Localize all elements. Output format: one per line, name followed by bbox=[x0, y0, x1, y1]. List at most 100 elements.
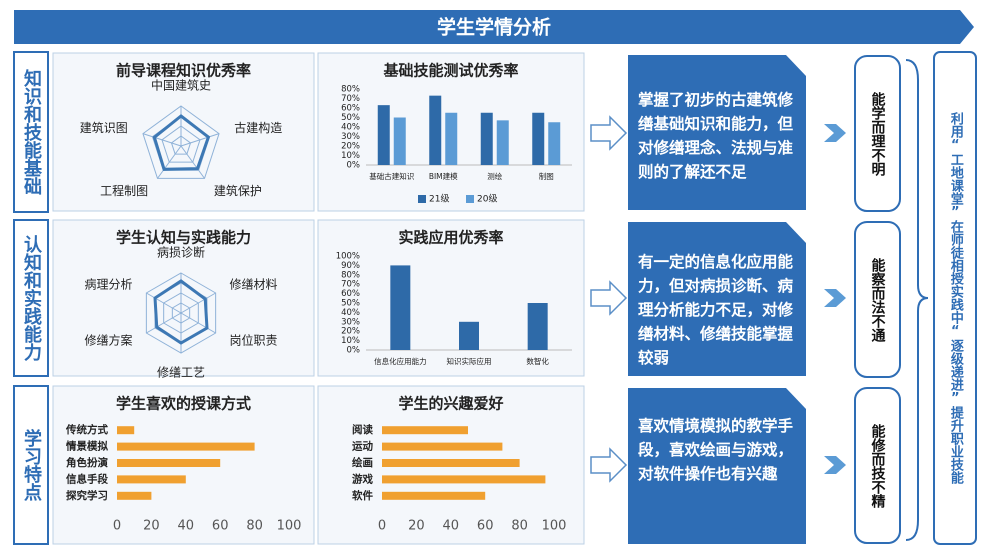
chart-title: 前导课程知识优秀率 bbox=[116, 62, 251, 80]
y-tick-label: 0% bbox=[347, 161, 361, 171]
bar bbox=[459, 321, 479, 350]
bar bbox=[445, 112, 458, 165]
y-tick-label: 游戏 bbox=[352, 472, 373, 485]
y-tick-label: 10% bbox=[341, 151, 360, 161]
x-tick-label: 100 bbox=[277, 519, 302, 534]
bar bbox=[527, 303, 548, 350]
bar bbox=[382, 459, 520, 467]
x-tick-label: 测绘 bbox=[487, 171, 502, 181]
brace bbox=[905, 59, 929, 541]
side-box bbox=[933, 51, 977, 545]
axis-label: 修缮工艺 bbox=[157, 365, 205, 380]
y-tick-label: 软件 bbox=[352, 489, 373, 502]
bar bbox=[496, 120, 509, 165]
radar-line bbox=[152, 114, 211, 171]
bar bbox=[382, 475, 546, 484]
radar-spoke bbox=[180, 145, 205, 179]
bar bbox=[117, 442, 255, 451]
y-tick-label: 30% bbox=[341, 317, 360, 327]
bar bbox=[390, 265, 411, 350]
legend-label: 20级 bbox=[477, 193, 497, 205]
x-tick-label: 信息化应用能力 bbox=[374, 356, 427, 366]
x-tick-label: 数智化 bbox=[526, 356, 549, 366]
axis-label: 古建构造 bbox=[234, 120, 282, 135]
axis-label: 建筑保护 bbox=[214, 183, 262, 198]
y-tick-label: 20% bbox=[341, 142, 360, 152]
chart-title: 基础技能测试优秀率 bbox=[382, 62, 518, 80]
title-bar bbox=[14, 10, 974, 44]
page-title: 学生学情分析 bbox=[437, 16, 551, 39]
x-tick-label: 40 bbox=[443, 519, 460, 534]
bar bbox=[117, 426, 135, 435]
y-tick-label: 30% bbox=[341, 132, 360, 142]
y-tick-label: 70% bbox=[341, 280, 360, 290]
radar-spoke bbox=[180, 312, 216, 334]
y-tick-label: 60% bbox=[341, 289, 360, 299]
y-tick-label: 0% bbox=[347, 346, 361, 356]
axis-label: 工程制图 bbox=[100, 183, 148, 198]
y-tick-label: 100% bbox=[336, 252, 360, 262]
bar bbox=[382, 426, 468, 435]
y-tick-label: 阅读 bbox=[352, 423, 373, 436]
chevrons bbox=[824, 124, 846, 474]
y-tick-label: 60% bbox=[341, 104, 360, 114]
x-tick-label: 80 bbox=[246, 519, 263, 534]
x-tick-label: 基础古建知识 bbox=[369, 171, 414, 181]
x-tick-label: 0 bbox=[378, 519, 386, 534]
y-tick-label: 信息手段 bbox=[66, 472, 108, 485]
summary: 能察而法不通 bbox=[869, 257, 886, 342]
conclusion-boxes bbox=[628, 55, 806, 544]
x-tick-label: BIM建模 bbox=[429, 171, 458, 181]
y-tick-label: 50% bbox=[341, 299, 360, 309]
radar-ring bbox=[142, 105, 220, 179]
legend-label: 21级 bbox=[429, 193, 449, 205]
x-tick-label: 制图 bbox=[539, 171, 554, 181]
x-tick-label: 100 bbox=[542, 519, 567, 534]
x-tick-label: 知识实际应用 bbox=[447, 356, 492, 366]
radar-spoke bbox=[142, 133, 182, 147]
radar-spoke bbox=[146, 292, 182, 314]
bar bbox=[117, 459, 221, 467]
y-tick-label: 80% bbox=[341, 85, 360, 95]
axis-label: 岗位职责 bbox=[229, 333, 277, 348]
x-tick-label: 20 bbox=[408, 519, 425, 534]
radar-ring bbox=[170, 135, 192, 155]
y-tick-label: 40% bbox=[341, 123, 360, 133]
legend-swatch bbox=[466, 195, 474, 203]
axis-label: 病理分析 bbox=[84, 277, 132, 292]
row-label: 知识和技能基础 bbox=[21, 69, 42, 195]
bar bbox=[382, 442, 503, 451]
y-tick-label: 80% bbox=[341, 270, 360, 280]
x-tick-label: 80 bbox=[511, 519, 528, 534]
x-tick-label: 0 bbox=[113, 519, 121, 534]
y-tick-label: 探究学习 bbox=[66, 489, 108, 502]
summary: 能学而理不明 bbox=[869, 91, 886, 176]
x-tick-label: 60 bbox=[477, 519, 494, 534]
radar-line bbox=[153, 279, 209, 345]
bar bbox=[480, 112, 493, 165]
y-tick-label: 情景模拟 bbox=[66, 440, 108, 453]
chart-title: 学生喜欢的授课方式 bbox=[116, 395, 251, 413]
conclusion: 喜欢情境模拟的教学手段，喜欢绘画与游戏，对软件操作也有兴趣 bbox=[638, 417, 794, 483]
radar-spoke bbox=[180, 133, 220, 147]
y-tick-label: 90% bbox=[341, 261, 360, 271]
radar-spoke bbox=[157, 145, 182, 179]
side-text: 利用“工地课堂”在师徒相授实践中“逐级递进”提升职业技能 bbox=[947, 112, 963, 484]
axis-label: 建筑识图 bbox=[80, 120, 128, 135]
legend-swatch bbox=[418, 195, 426, 203]
row-label: 学习特点 bbox=[21, 429, 42, 501]
y-tick-label: 10% bbox=[341, 336, 360, 346]
axis-label: 修缮材料 bbox=[229, 277, 277, 292]
axis-label: 病损诊断 bbox=[157, 245, 205, 260]
x-tick-label: 20 bbox=[143, 519, 160, 534]
conclusion: 掌握了初步的古建筑修缮基础知识和能力，但对修缮理念、法规与准则的了解还不足 bbox=[638, 91, 794, 181]
chart-title: 实践应用优秀率 bbox=[398, 229, 503, 247]
bar bbox=[377, 105, 390, 165]
y-tick-label: 传统方式 bbox=[65, 423, 108, 436]
chart-title: 学生的兴趣爱好 bbox=[398, 395, 503, 413]
bar bbox=[548, 122, 561, 165]
x-tick-label: 40 bbox=[178, 519, 195, 534]
y-tick-label: 70% bbox=[341, 94, 360, 104]
